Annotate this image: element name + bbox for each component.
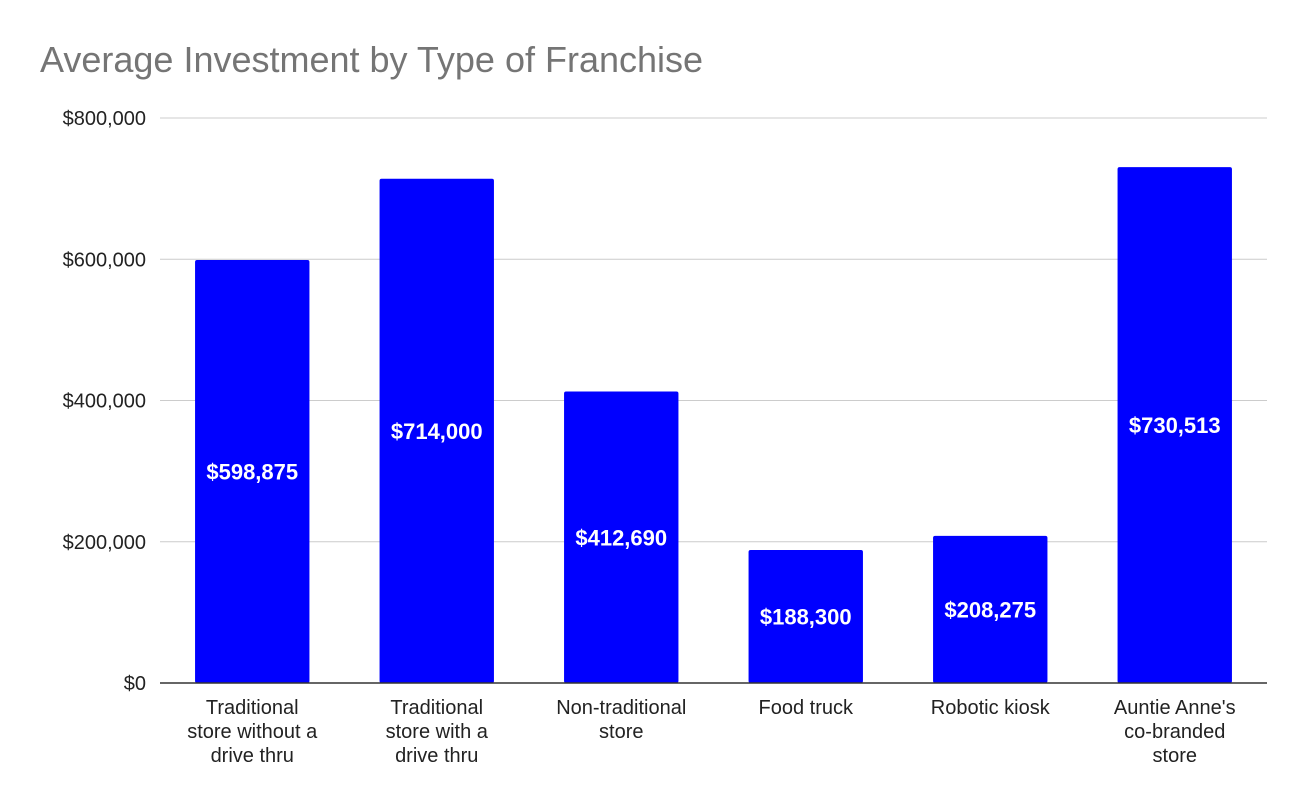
bar — [933, 535, 1048, 683]
y-tick-label: $800,000 — [63, 108, 146, 130]
y-tick-label: $400,000 — [63, 391, 146, 413]
bar-data-label: $412,690 — [575, 525, 667, 550]
bar-data-label: $730,513 — [1129, 413, 1221, 438]
chart-title: Average Investment by Type of Franchise — [40, 39, 703, 80]
bar-data-label: $598,875 — [206, 460, 298, 485]
y-axis-tick-labels: $0 $200,000 $400,000 $600,000 $800,000 — [63, 108, 146, 695]
bar-data-label: $208,275 — [944, 597, 1036, 622]
x-tick-label-line: store with a — [386, 721, 489, 743]
y-tick-label: $600,000 — [63, 249, 146, 271]
y-tick-label: $0 — [124, 673, 146, 695]
x-tick-label: Traditional store with a drive thru — [386, 697, 489, 767]
x-tick-label-line: Auntie Anne's — [1114, 697, 1236, 719]
x-tick-label-line: drive thru — [395, 745, 478, 767]
y-tick-label: $200,000 — [63, 532, 146, 554]
gridlines — [160, 117, 1267, 543]
x-tick-label-line: Traditional — [390, 697, 483, 719]
bar-data-label: $714,000 — [391, 419, 483, 444]
bar — [195, 260, 310, 683]
x-tick-label: Traditional store without a drive thru — [187, 697, 318, 767]
x-tick-label: Non-traditional store — [556, 697, 686, 743]
x-tick-label-line: store — [1153, 745, 1197, 767]
bars — [195, 167, 1232, 684]
bar — [379, 178, 494, 684]
x-tick-label: Food truck — [759, 697, 854, 719]
bar — [1117, 167, 1232, 683]
x-tick-label-line: store — [599, 721, 643, 743]
bar-data-label: $188,300 — [760, 605, 852, 630]
bar — [564, 391, 679, 683]
x-tick-label-line: Traditional — [206, 697, 299, 719]
x-tick-label-line: drive thru — [211, 745, 294, 767]
x-tick-label: Robotic kiosk — [931, 697, 1051, 719]
x-tick-label-line: store without a — [187, 721, 318, 743]
x-tick-label-line: Food truck — [759, 697, 854, 719]
x-tick-label-line: Non-traditional — [556, 697, 686, 719]
bar — [748, 550, 863, 683]
x-tick-label: Auntie Anne's co-branded store — [1114, 697, 1236, 767]
data-labels: $598,875 $714,000 $412,690 $188,300 $208,275… — [206, 413, 1220, 629]
x-axis-tick-labels: Traditional store without a drive thruTrad… — [187, 697, 1235, 767]
x-tick-label-line: co-branded — [1124, 721, 1225, 743]
x-tick-label-line: Robotic kiosk — [931, 697, 1051, 719]
